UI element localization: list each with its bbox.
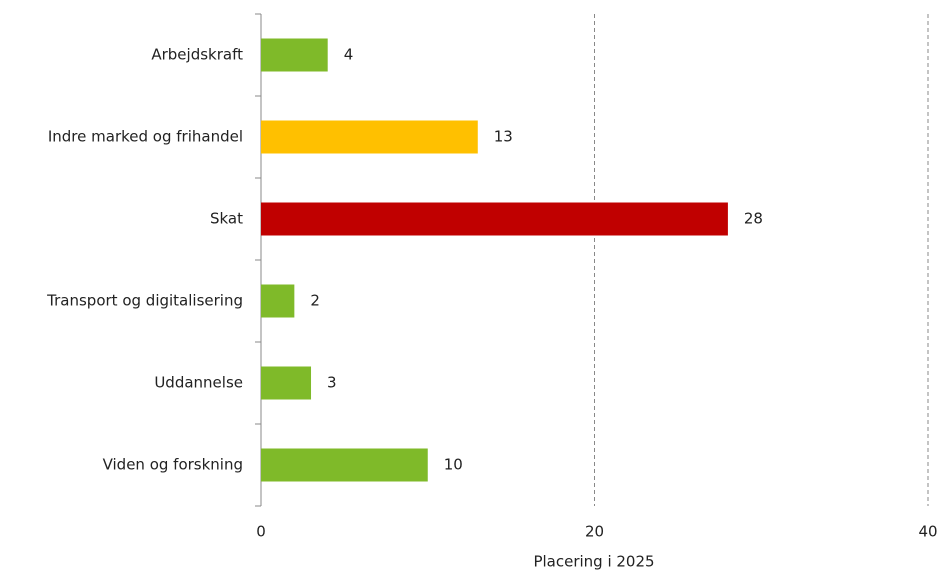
bar	[261, 38, 328, 72]
data-label: 28	[744, 210, 763, 228]
y-tick-label: Viden og forskning	[103, 456, 243, 474]
bar	[261, 284, 295, 318]
data-label: 13	[494, 128, 513, 146]
y-tick-label: Skat	[210, 210, 243, 228]
y-tick-label: Transport og digitalisering	[46, 292, 243, 310]
y-tick-label: Uddannelse	[154, 374, 243, 392]
x-tick-label: 0	[256, 523, 266, 541]
data-label: 2	[310, 292, 320, 310]
x-tick-label: 40	[918, 523, 937, 541]
x-tick-label: 20	[585, 523, 604, 541]
bar	[261, 120, 478, 154]
y-tick-label: Indre marked og frihandel	[48, 128, 243, 146]
data-label: 4	[344, 46, 354, 64]
data-label: 3	[327, 374, 337, 392]
bar	[261, 202, 728, 236]
bar	[261, 366, 312, 400]
bar	[261, 448, 428, 482]
y-tick-label: Arbejdskraft	[151, 46, 243, 64]
data-label: 10	[444, 456, 463, 474]
x-axis-label: Placering i 2025	[533, 553, 654, 571]
